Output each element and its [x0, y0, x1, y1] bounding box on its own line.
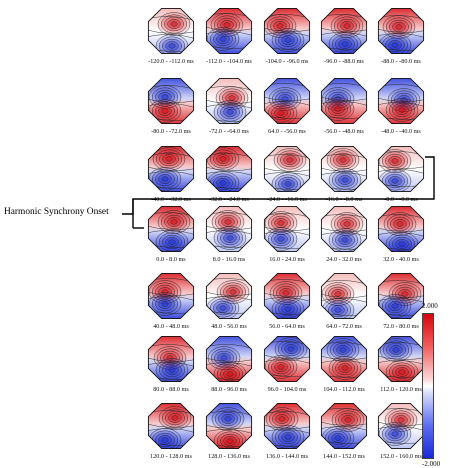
harmonic-synchrony-onset-label: Harmonic Synchrony Onset [4, 207, 109, 217]
time-window-label: -8.0 - -0.0 ms [384, 196, 418, 203]
topo-map [318, 75, 370, 127]
time-window-label: 0.0 - 8.0 ms [156, 256, 186, 263]
topo-map [145, 400, 197, 452]
time-window-label: 128.0 - 136.0 ms [208, 453, 250, 460]
topo-map [318, 270, 370, 322]
topo-map [318, 333, 370, 385]
time-window-label: -104.0 - -96.0 ms [265, 58, 309, 65]
time-window-label: 32.0 - 40.0 ms [383, 256, 419, 263]
topo-map [261, 203, 313, 255]
time-window-label: 64.0 - 72.0 ms [326, 323, 362, 330]
time-window-label: 40.0 - 48.0 ms [153, 323, 189, 330]
time-window-label: 8.0 - 16.0 ms [212, 256, 246, 263]
topo-map [261, 400, 313, 452]
time-window-label: -56.0 - -48.0 ms [324, 128, 364, 135]
time-window-label: 80.0 - 88.0 ms [153, 386, 189, 393]
time-window-label: 152.0 - 160.0 ms [380, 453, 422, 460]
topo-map [203, 5, 255, 57]
time-window-label: 136.0 - 144.0 ms [266, 453, 308, 460]
colorbar-min-label: -2.000 [422, 460, 441, 468]
colorbar [422, 313, 434, 459]
topo-map [261, 5, 313, 57]
topo-map [203, 75, 255, 127]
topo-map [318, 400, 370, 452]
topo-map [261, 75, 313, 127]
time-window-label: 16.0 - 24.0 ms [269, 256, 305, 263]
topo-map [375, 203, 427, 255]
topo-map [203, 333, 255, 385]
time-window-label: -88.0 - -80.0 ms [381, 58, 421, 65]
time-window-label: 96.0 - 104.0 ms [267, 386, 307, 393]
time-window-label: -112.0 - -104.0 ms [206, 58, 252, 65]
time-window-label: -80.0 - -72.0 ms [151, 128, 191, 135]
topo-map [375, 400, 427, 452]
time-window-label: 88.0 - 96.0 ms [211, 386, 247, 393]
topo-map [375, 5, 427, 57]
topo-map [203, 270, 255, 322]
topo-map [318, 203, 370, 255]
time-window-label: -72.0 - -64.0 ms [209, 128, 249, 135]
time-window-label: 48.0 - 56.0 ms [211, 323, 247, 330]
topo-map [145, 203, 197, 255]
topo-map [145, 5, 197, 57]
topo-map [375, 75, 427, 127]
topo-map [145, 270, 197, 322]
topo-map [318, 143, 370, 195]
topo-map [145, 143, 197, 195]
topo-map [375, 333, 427, 385]
time-window-label: -48.0 - -40.0 ms [381, 128, 421, 135]
time-window-label: 72.0 - 80.0 ms [383, 323, 419, 330]
time-window-label: 112.0 - 120.0 ms [380, 386, 422, 393]
topo-map [145, 75, 197, 127]
topo-map [318, 5, 370, 57]
topo-map [203, 400, 255, 452]
time-window-label: 56.0 - 64.0 ms [269, 323, 305, 330]
time-window-label: 104.0 - 112.0 ms [323, 386, 365, 393]
time-window-label: 64.0 - -56.0 ms [268, 128, 306, 135]
time-window-label: -120.0 - -112.0 ms [148, 58, 194, 65]
topo-map [203, 143, 255, 195]
colorbar-max-label: 2.000 [422, 302, 438, 310]
topo-map [261, 333, 313, 385]
topo-map [203, 203, 255, 255]
time-window-label: 144.0 - 152.0 ms [323, 453, 365, 460]
time-window-label: 24.0 - 32.0 ms [326, 256, 362, 263]
topo-map [375, 143, 427, 195]
topo-map [375, 270, 427, 322]
topo-map [261, 143, 313, 195]
topo-map [145, 333, 197, 385]
topo-map [261, 270, 313, 322]
time-window-label: 120.0 - 128.0 ms [150, 453, 192, 460]
time-window-label: -96.0 - -88.0 ms [324, 58, 364, 65]
